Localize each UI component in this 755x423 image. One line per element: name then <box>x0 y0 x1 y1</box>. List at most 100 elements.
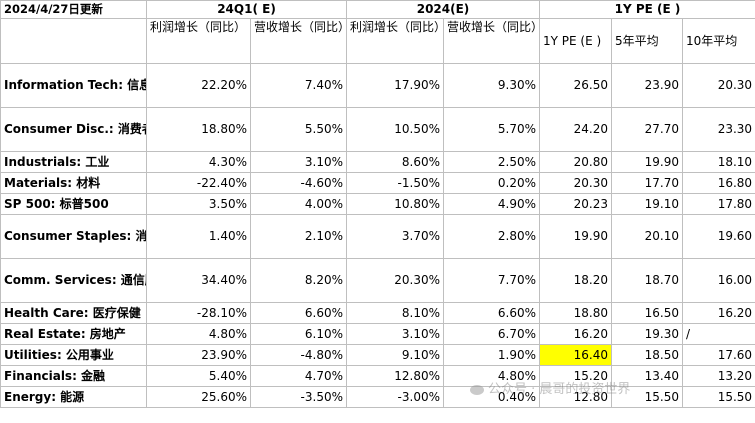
cell-y-profit: 12.80% <box>346 365 444 387</box>
cell-q1-profit: -28.10% <box>146 302 251 324</box>
cell-avg5: 19.30 <box>611 323 684 345</box>
sector-label: Energy: 能源 <box>0 386 147 408</box>
cell-pe: 24.20 <box>539 107 613 152</box>
corner-cell <box>0 18 147 64</box>
cell-y-profit: 8.60% <box>346 151 444 173</box>
cell-q1-rev: 2.10% <box>250 214 347 259</box>
cell-y-rev: 4.80% <box>442 365 541 387</box>
sector-label: Consumer Staples: 消费者必需消费品 <box>0 214 147 259</box>
sector-label: Information Tech: 信息技术 <box>0 63 147 108</box>
cell-y-rev: 1.90% <box>442 344 541 366</box>
cell-avg5: 19.10 <box>611 193 684 215</box>
cell-avg5: 18.70 <box>611 258 684 303</box>
col-header-pe-1y: 1Y PE (E ) <box>539 18 613 64</box>
cell-pe: 20.80 <box>539 151 613 173</box>
cell-pe: 18.20 <box>539 258 613 303</box>
cell-avg10: 20.30 <box>682 63 755 108</box>
cell-q1-profit: 18.80% <box>146 107 251 152</box>
sector-label: Utilities: 公用事业 <box>0 344 147 366</box>
cell-y-rev: 2.50% <box>442 151 541 173</box>
cell-avg10: 23.30 <box>682 107 755 152</box>
header-row-columns: 利润增长（同比） 营收增长（同比） 利润增长（同比） 营收增长（同比） 1Y P… <box>0 18 755 64</box>
cell-q1-profit: 3.50% <box>146 193 251 215</box>
col-header-avg-5y: 5年平均 <box>611 18 684 64</box>
sector-label: Materials: 材料 <box>0 172 147 194</box>
cell-avg5: 16.50 <box>611 302 684 324</box>
table-row: Consumer Staples: 消费者必需消费品1.40%2.10%3.70… <box>0 214 755 259</box>
cell-avg5: 13.40 <box>611 365 684 387</box>
cell-q1-rev: 5.50% <box>250 107 347 152</box>
cell-q1-profit: 25.60% <box>146 386 251 408</box>
table-row: Health Care: 医疗保健 -28.10% 6.60% 8.10% 6.60% 1… <box>0 302 755 324</box>
cell-avg5: 15.50 <box>611 386 684 408</box>
table-row: Industrials: 工业 4.30% 3.10% 8.60% 2.50% 20.80… <box>0 151 755 173</box>
cell-q1-profit: 22.20% <box>146 63 251 108</box>
cell-pe: 16.20 <box>539 323 613 345</box>
sector-label: Financials: 金融 <box>0 365 147 387</box>
cell-q1-profit: 5.40% <box>146 365 251 387</box>
cell-q1-rev: 3.10% <box>250 151 347 173</box>
col-header-avg-10y: 10年平均 <box>682 18 755 64</box>
cell-y-profit: 17.90% <box>346 63 444 108</box>
cell-q1-rev: 4.70% <box>250 365 347 387</box>
cell-q1-profit: -22.40% <box>146 172 251 194</box>
cell-q1-profit: 4.80% <box>146 323 251 345</box>
cell-avg5: 27.70 <box>611 107 684 152</box>
table-row: Real Estate: 房地产 4.80% 6.10% 3.10% 6.70% 16.2… <box>0 323 755 345</box>
table-row: SP 500: 标普500 3.50% 4.00% 10.80% 4.90% 20.23 1… <box>0 193 755 215</box>
col-header-2024-revenue: 营收增长（同比） <box>442 18 541 64</box>
cell-y-profit: 9.10% <box>346 344 444 366</box>
table-row: Consumer Disc.: 消费者可选消费18.80%5.50%10.50%… <box>0 107 755 152</box>
cell-y-profit: -1.50% <box>346 172 444 194</box>
sector-label: Real Estate: 房地产 <box>0 323 147 345</box>
cell-y-profit: 10.80% <box>346 193 444 215</box>
data-table: 2024/4/27日更新 24Q1( E) 2024(E) 1Y PE (E )… <box>0 0 755 408</box>
cell-avg10: 17.60 <box>682 344 755 366</box>
cell-y-rev: 4.90% <box>442 193 541 215</box>
sector-label: Health Care: 医疗保健 <box>0 302 147 324</box>
cell-pe: 18.80 <box>539 302 613 324</box>
cell-pe: 12.80 <box>539 386 613 408</box>
cell-q1-profit: 34.40% <box>146 258 251 303</box>
cell-y-rev: 6.70% <box>442 323 541 345</box>
cell-q1-rev: 6.60% <box>250 302 347 324</box>
cell-pe: 20.30 <box>539 172 613 194</box>
cell-y-profit: 8.10% <box>346 302 444 324</box>
sector-label: SP 500: 标普500 <box>0 193 147 215</box>
cell-pe: 15.20 <box>539 365 613 387</box>
cell-y-profit: 20.30% <box>346 258 444 303</box>
sector-label: Consumer Disc.: 消费者可选消费 <box>0 107 147 152</box>
cell-y-rev: 9.30% <box>442 63 541 108</box>
cell-avg10: 16.00 <box>682 258 755 303</box>
cell-y-profit: -3.00% <box>346 386 444 408</box>
cell-q1-profit: 23.90% <box>146 344 251 366</box>
cell-pe: 19.90 <box>539 214 613 259</box>
cell-avg5: 17.70 <box>611 172 684 194</box>
cell-q1-rev: 7.40% <box>250 63 347 108</box>
cell-y-profit: 3.70% <box>346 214 444 259</box>
cell-q1-rev: 8.20% <box>250 258 347 303</box>
group-header-2024: 2024(E) <box>345 0 541 19</box>
cell-pe: 20.23 <box>539 193 613 215</box>
col-header-q1-revenue: 营收增长（同比） <box>250 18 347 64</box>
cell-q1-profit: 1.40% <box>146 214 251 259</box>
cell-avg5: 18.50 <box>611 344 684 366</box>
cell-q1-rev: 4.00% <box>250 193 347 215</box>
cell-y-rev: 2.80% <box>442 214 541 259</box>
cell-avg10: 13.20 <box>682 365 755 387</box>
cell-pe: 16.40 <box>539 344 613 366</box>
cell-y-profit: 3.10% <box>346 323 444 345</box>
sector-label: Comm. Services: 通信服务 <box>0 258 147 303</box>
cell-avg5: 20.10 <box>611 214 684 259</box>
cell-avg10: 15.50 <box>682 386 755 408</box>
group-header-pe: 1Y PE (E ) <box>539 0 755 19</box>
cell-pe: 26.50 <box>539 63 613 108</box>
cell-q1-rev: -4.80% <box>250 344 347 366</box>
table-row: Materials: 材料 -22.40% -4.60% -1.50% 0.20% 20.… <box>0 172 755 194</box>
cell-q1-profit: 4.30% <box>146 151 251 173</box>
cell-avg10: 16.20 <box>682 302 755 324</box>
cell-q1-rev: -3.50% <box>250 386 347 408</box>
table-row: Information Tech: 信息技术22.20%7.40%17.90%9… <box>0 63 755 108</box>
table-row: Financials: 金融 5.40% 4.70% 12.80% 4.80% 15.20… <box>0 365 755 387</box>
cell-y-rev: 6.60% <box>442 302 541 324</box>
